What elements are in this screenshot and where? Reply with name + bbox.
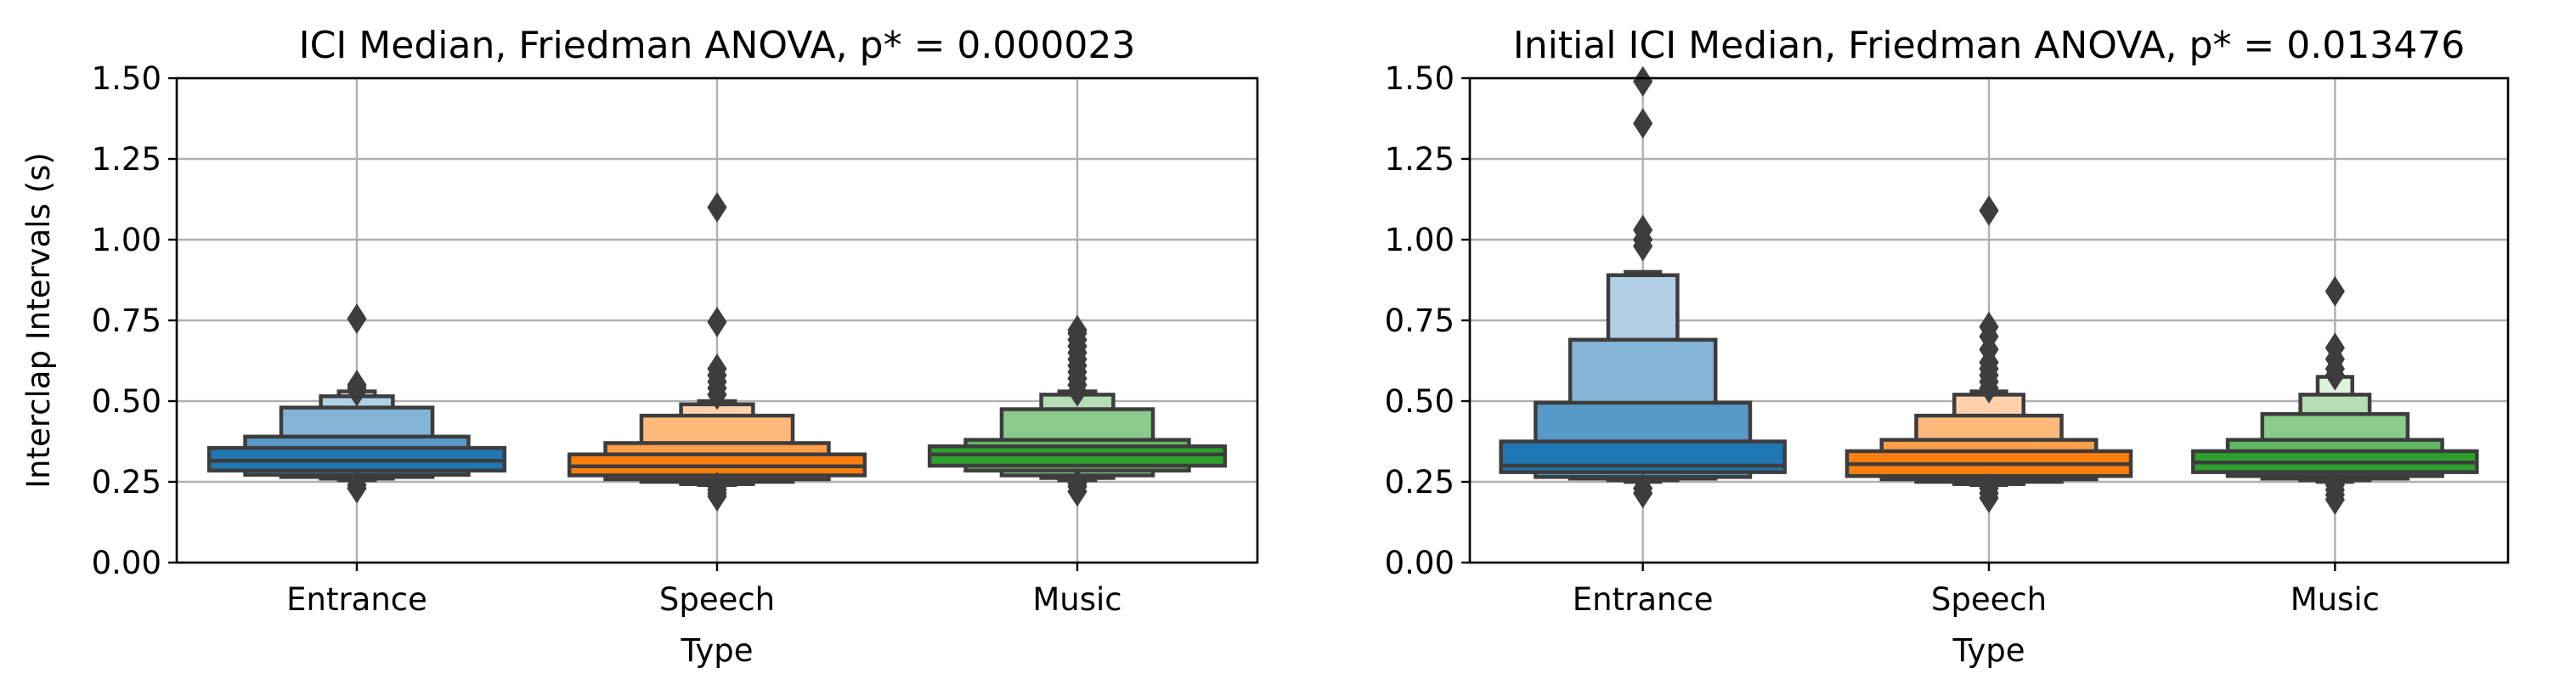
chart1-xlabel: Type — [681, 632, 754, 669]
chart2-plot-area — [1470, 65, 2508, 564]
chart1-ytick-label: 0.75 — [92, 303, 161, 339]
chart1-outlier-entrance — [347, 376, 367, 407]
chart1-ytick-label: 1.25 — [92, 141, 161, 178]
chart1-ytick-label: 0.25 — [92, 464, 161, 501]
chart1-outlier-speech — [707, 471, 727, 502]
chart1-ytick-label: 1.00 — [92, 222, 161, 258]
chart1-outlier-speech — [707, 192, 727, 223]
chart2-xtick-label: Speech — [1931, 581, 2047, 618]
chart1-outlier-music — [1067, 376, 1087, 407]
chart1-outlier-speech — [707, 379, 727, 410]
chart2-outlier-entrance — [1633, 65, 1653, 97]
chart1-xtick-label: Speech — [659, 581, 775, 618]
chart2-outlier-speech — [1979, 195, 1999, 226]
chart2-ytick-label: 1.00 — [1385, 222, 1455, 258]
chart2-title: Initial ICI Median, Friedman ANOVA, p* =… — [1513, 24, 2465, 67]
chart1-ytick-label: 0.50 — [92, 383, 161, 420]
chart2-ytick-label: 0.00 — [1385, 545, 1455, 581]
chart2-outlier-music — [2325, 359, 2345, 391]
chart2-ytick-label: 0.50 — [1385, 383, 1455, 420]
chart1-outlier-music — [1067, 467, 1087, 499]
chart1-xtick-label: Music — [1032, 581, 1121, 618]
chart1-outlier-entrance — [347, 303, 367, 335]
chart1-outlier-speech — [707, 306, 727, 337]
chart1-ylabel: Interclap Intervals (s) — [20, 152, 57, 488]
chart1-ytick-label: 0.00 — [92, 545, 161, 581]
chart1-title: ICI Median, Friedman ANOVA, p* = 0.00002… — [299, 24, 1136, 67]
chart1-plot-area — [177, 76, 1257, 564]
chart1-xtick-label: Entrance — [286, 581, 427, 618]
chart1-ytick-label: 1.50 — [92, 60, 161, 97]
chart2-ytick-label: 0.25 — [1385, 464, 1455, 501]
chart2-xtick-label: Music — [2291, 581, 2380, 618]
chart2-outlier-entrance — [1633, 472, 1653, 504]
chart2-outlier-music — [2325, 469, 2345, 501]
chart2-outlier-entrance — [1633, 230, 1653, 262]
chart2-xtick-label: Entrance — [1573, 581, 1714, 618]
chart2-ytick-label: 0.75 — [1385, 303, 1455, 339]
chart2-ytick-label: 1.50 — [1385, 60, 1455, 97]
chart2-outlier-speech — [1979, 472, 1999, 504]
chart1-outlier-entrance — [347, 469, 367, 501]
chart2-outlier-speech — [1979, 372, 1999, 404]
chart2-outlier-entrance — [1633, 108, 1653, 139]
chart2-ytick-label: 1.25 — [1385, 141, 1455, 178]
chart2-xlabel: Type — [1952, 632, 2025, 669]
chart2-outlier-music — [2325, 275, 2345, 307]
